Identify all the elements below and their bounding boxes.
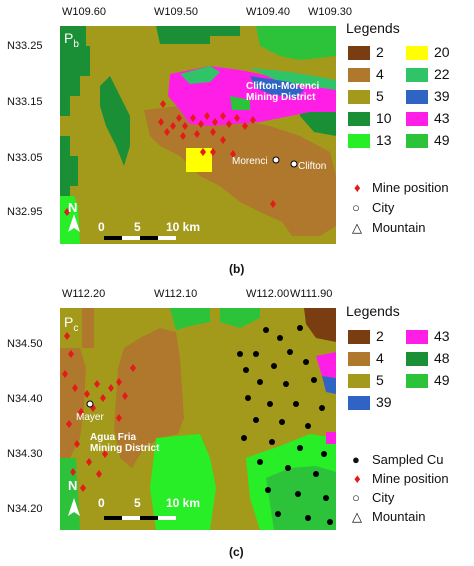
scale-label: 0 xyxy=(98,496,105,510)
y-tick: N34.30 xyxy=(7,448,43,460)
x-tick: W109.50 xyxy=(154,6,199,18)
legend-label: 39 xyxy=(434,88,450,104)
north-label: N xyxy=(68,200,78,215)
x-tick: W111.90 xyxy=(290,288,333,300)
legend-label: 5 xyxy=(376,88,384,104)
legend-swatch xyxy=(348,134,370,148)
legend-label: 49 xyxy=(434,132,450,148)
city-label-clifton: Clifton xyxy=(298,161,327,172)
symbol-label: Sampled Cu xyxy=(372,452,444,467)
city-label-mayer: Mayer xyxy=(76,412,104,423)
legend-label: 22 xyxy=(434,66,450,82)
mine-icon: ♦ xyxy=(354,180,361,195)
mine-icon: ♦ xyxy=(354,471,361,486)
symbol-label: City xyxy=(372,200,395,215)
x-tick: W109.60 xyxy=(62,6,107,18)
symbol-label: City xyxy=(372,490,395,505)
legend-swatch xyxy=(406,90,428,104)
scale-label: 10 km xyxy=(166,496,201,510)
symbol-label: Mountain xyxy=(372,509,426,524)
scale-label: 5 xyxy=(134,220,141,234)
y-tick: N33.15 xyxy=(7,96,43,108)
legend-swatch xyxy=(348,112,370,126)
mountain-icon: △ xyxy=(352,220,362,235)
legend-swatch xyxy=(406,112,428,126)
y-tick: N33.25 xyxy=(7,40,43,52)
y-tick: N34.40 xyxy=(7,393,43,405)
legend-swatch xyxy=(406,374,428,388)
legend-title: Legends xyxy=(346,303,400,319)
legend-swatch xyxy=(348,46,370,60)
north-label: N xyxy=(68,478,78,493)
legend-swatch xyxy=(406,46,428,60)
x-tick: W109.30 xyxy=(308,6,353,18)
x-tick: W112.00 xyxy=(246,288,290,300)
legend-label: 5 xyxy=(376,372,384,388)
x-tick: W112.20 xyxy=(62,288,106,300)
legend-label: 2 xyxy=(376,44,384,60)
district-label: Clifton-Morenci Mining District xyxy=(246,81,320,103)
legend-label: 20 xyxy=(434,44,450,60)
city-label-morenci: Morenci xyxy=(232,156,268,167)
geology-map-c xyxy=(60,308,336,530)
x-tick: W109.40 xyxy=(246,6,291,18)
legend-swatch xyxy=(406,134,428,148)
legend-label: 4 xyxy=(376,66,384,82)
caption: (b) xyxy=(229,262,245,276)
legend-label: 39 xyxy=(376,394,392,410)
y-tick: N33.05 xyxy=(7,152,43,164)
panel-id: Pb xyxy=(64,30,79,50)
legend-label: 43 xyxy=(434,110,450,126)
legend-label: 13 xyxy=(376,132,392,148)
symbol-label: Mountain xyxy=(372,220,426,235)
geology-map-b xyxy=(60,26,336,244)
mountain-icon: △ xyxy=(352,509,362,524)
legend-label: 4 xyxy=(376,350,384,366)
legend-swatch xyxy=(348,68,370,82)
legend-swatch xyxy=(348,352,370,366)
y-tick: N34.50 xyxy=(7,338,43,350)
legend-swatch xyxy=(406,330,428,344)
legend-swatch xyxy=(406,352,428,366)
legend-label: 2 xyxy=(376,328,384,344)
legend-swatch xyxy=(348,396,370,410)
scale-label: 0 xyxy=(98,220,105,234)
scale-label: 10 km xyxy=(166,220,201,234)
city-icon: ○ xyxy=(352,200,360,215)
sampled-cu-icon: ● xyxy=(352,452,360,467)
district-label: Agua Fria Mining District xyxy=(90,432,160,454)
legend-label: 48 xyxy=(434,350,450,366)
caption: (c) xyxy=(229,545,244,559)
legend-swatch xyxy=(348,330,370,344)
city-icon: ○ xyxy=(352,490,360,505)
legend-label: 49 xyxy=(434,372,450,388)
legend-swatch xyxy=(348,374,370,388)
y-tick: N32.95 xyxy=(7,206,43,218)
panel-id: Pc xyxy=(64,314,79,334)
legend-label: 43 xyxy=(434,328,450,344)
legend-swatch xyxy=(348,90,370,104)
scale-label: 5 xyxy=(134,496,141,510)
symbol-label: Mine position xyxy=(372,471,449,486)
symbol-label: Mine position xyxy=(372,180,449,195)
x-tick: W112.10 xyxy=(154,288,198,300)
legend-title: Legends xyxy=(346,20,400,36)
legend-label: 10 xyxy=(376,110,392,126)
legend-swatch xyxy=(406,68,428,82)
y-tick: N34.20 xyxy=(7,503,43,515)
